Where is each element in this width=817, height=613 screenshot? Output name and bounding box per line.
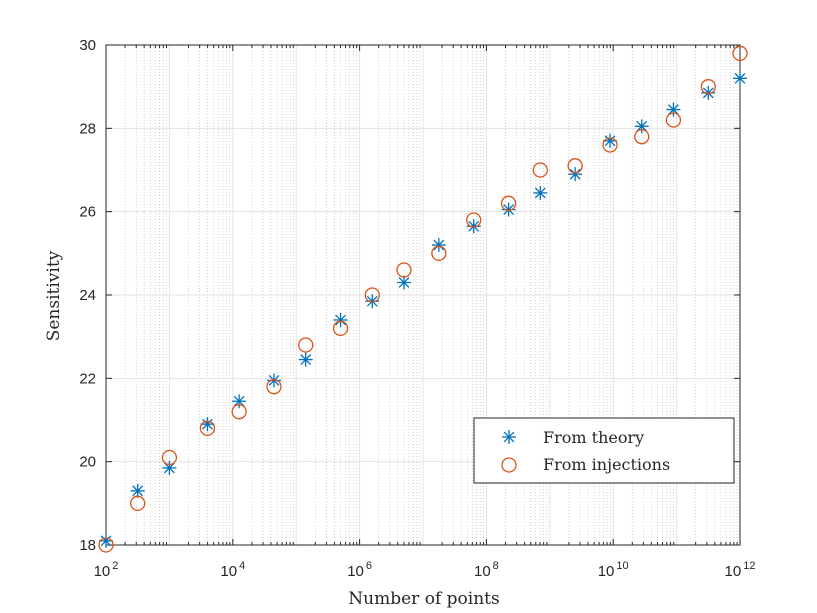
legend-theory-marker [502,430,516,444]
data-point-injections [500,195,517,211]
data-point-theory [568,167,583,182]
data-point-injections [231,404,247,420]
x-tick-label: 10 10 [598,560,629,580]
y-tick-label: 24 [79,287,96,304]
x-tick-label: 10 6 [347,560,372,580]
data-point-theory [666,102,681,117]
data-point-injections [466,212,482,228]
data-point-theory [99,533,113,548]
data-point-injections [396,262,412,278]
y-tick-label: 26 [79,204,96,221]
data-point-injections [298,337,314,353]
data-point-theory [267,373,282,388]
data-point-theory [733,71,747,86]
data-point-injections [364,287,380,303]
axes: 10 2 10 4 10 6 10 8 10 10 10 12 18 20 22 24 26 28 30 [79,37,755,580]
data-point-theory [232,394,247,409]
data-point-injections [98,537,114,553]
data-point-injections [266,379,282,395]
data-point-injections [634,129,650,145]
data-point-theory [431,238,446,252]
data-point-injections [567,158,583,174]
series-from-theory [99,71,747,548]
legend-asterisk-icon [502,430,516,444]
x-tick-label: 10 8 [474,560,499,580]
data-point-injections [732,45,748,61]
x-tick-label: 10 2 [94,560,119,580]
data-point-theory [603,133,618,148]
x-tick-label: 10 4 [220,560,245,580]
data-point-theory [298,352,313,367]
y-tick-label: 18 [79,537,96,554]
legend-injections-label: From injections [543,455,670,474]
legend: From theory From injections [473,417,735,484]
grid [105,44,741,546]
data-point-theory [501,202,516,217]
data-series [98,45,748,553]
data-point-injections [532,162,548,178]
data-point-theory [200,417,215,432]
data-point-theory [396,275,411,290]
y-tick-label: 22 [79,370,96,387]
y-tick-label: 30 [79,37,96,54]
data-point-theory [162,460,177,475]
legend-box [473,417,735,484]
data-point-injections [700,79,716,95]
data-point-theory [130,483,145,498]
x-tick-label: 10 12 [725,560,756,580]
data-point-injections [161,449,178,466]
legend-injections-marker [501,457,517,473]
series-from-injections [98,45,748,553]
data-point-injections [130,495,146,511]
data-point-theory [365,294,380,309]
y-tick-label: 28 [79,120,96,137]
data-point-injections [665,112,682,128]
data-point-theory [466,219,481,234]
x-axis-label: Number of points [348,589,499,609]
legend-theory-label: From theory [543,428,644,447]
y-axis-label: Sensitivity [44,250,64,341]
data-point-injections [332,320,349,336]
legend-circle-icon [501,457,517,473]
data-point-injections [602,137,618,153]
data-point-theory [701,85,716,100]
data-point-theory [634,119,649,134]
data-point-injections [431,245,447,261]
y-tick-label: 20 [79,454,96,471]
data-point-injections [199,420,216,436]
data-point-theory [533,185,548,200]
data-point-theory [333,313,348,327]
